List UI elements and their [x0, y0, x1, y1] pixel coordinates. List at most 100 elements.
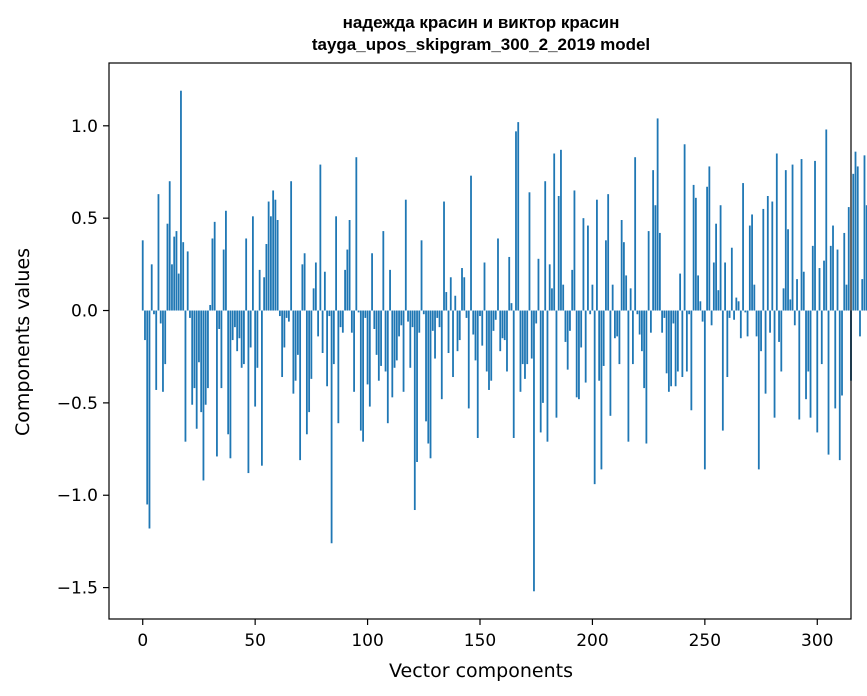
bar-7 [157, 194, 160, 311]
bar-153 [485, 310, 488, 372]
bar-44 [240, 310, 243, 368]
bar-272 [753, 284, 756, 311]
bar-238 [676, 310, 679, 372]
bar-85 [332, 310, 335, 365]
bar-231 [661, 310, 664, 333]
bar-161 [503, 310, 506, 341]
bar-179 [544, 181, 547, 311]
bar-79 [319, 164, 322, 311]
bar-54 [263, 277, 266, 311]
bar-159 [499, 310, 502, 352]
bar-110 [389, 269, 391, 311]
y-tick-label: −1.5 [57, 579, 98, 599]
bar-206 [605, 240, 607, 311]
bar-207 [607, 194, 610, 311]
bar-188 [564, 310, 567, 342]
bar-104 [375, 310, 378, 355]
x-tick-label: 50 [244, 631, 266, 651]
bar-106 [380, 310, 382, 366]
bar-84 [330, 310, 333, 544]
bar-71 [301, 264, 304, 311]
bar-6 [155, 310, 158, 390]
bar-88 [339, 310, 342, 328]
bar-290 [793, 310, 796, 326]
bar-130 [434, 310, 436, 359]
bar-148 [474, 310, 477, 361]
bar-164 [510, 303, 513, 311]
bar-278 [766, 196, 769, 311]
bar-316 [852, 173, 855, 311]
bar-32 [213, 221, 216, 311]
bar-17 [180, 90, 182, 311]
bar-176 [537, 258, 540, 311]
bar-21 [189, 310, 191, 318]
bar-52 [258, 269, 261, 311]
bar-14 [173, 236, 176, 311]
bar-59 [274, 199, 277, 311]
bar-200 [591, 284, 594, 311]
bar-97 [359, 310, 362, 431]
bar-136 [447, 310, 450, 354]
bar-145 [467, 310, 470, 409]
bar-185 [557, 196, 560, 311]
bar-82 [326, 310, 328, 387]
bar-40 [231, 310, 234, 341]
bar-240 [681, 310, 684, 378]
bar-308 [834, 310, 837, 409]
bar-114 [398, 310, 400, 337]
bar-268 [744, 310, 747, 313]
bar-297 [809, 310, 812, 418]
bar-255 [715, 223, 717, 311]
bar-51 [256, 310, 259, 368]
bar-39 [229, 310, 232, 459]
bar-197 [584, 310, 587, 383]
bar-113 [395, 310, 398, 361]
bar-243 [688, 310, 691, 315]
bar-95 [355, 157, 358, 311]
bar-222 [640, 310, 643, 352]
bar-158 [497, 238, 499, 311]
bar-218 [632, 310, 634, 365]
bar-103 [373, 310, 376, 329]
bar-89 [341, 310, 344, 333]
bar-92 [348, 220, 351, 311]
bar-265 [737, 301, 740, 311]
bar-172 [528, 192, 531, 311]
bar-262 [730, 247, 733, 311]
bar-65 [287, 310, 290, 322]
bar-285 [782, 288, 785, 311]
bar-76 [312, 288, 315, 311]
bar-28 [204, 310, 207, 405]
bar-80 [321, 310, 324, 354]
bar-91 [346, 249, 349, 311]
bar-151 [481, 310, 484, 346]
bar-174 [533, 310, 535, 592]
bar-168 [519, 310, 522, 392]
bar-90 [344, 269, 346, 311]
bar-212 [618, 310, 621, 365]
bar-146 [470, 175, 472, 311]
bar-75 [310, 310, 313, 379]
bar-312 [843, 232, 846, 311]
bar-139 [454, 295, 457, 311]
bar-302 [820, 310, 823, 365]
bar-182 [551, 288, 553, 311]
bar-310 [838, 310, 841, 461]
bar-29 [207, 310, 209, 389]
bar-178 [542, 310, 544, 403]
bar-224 [645, 310, 648, 444]
bar-180 [546, 310, 549, 442]
bar-4 [150, 264, 153, 311]
bar-319 [859, 310, 861, 337]
bar-201 [593, 310, 596, 485]
bar-194 [578, 310, 580, 400]
bar-68 [294, 310, 297, 381]
bar-229 [656, 118, 659, 311]
bar-298 [811, 245, 814, 311]
bar-138 [452, 310, 454, 378]
bar-112 [393, 310, 396, 368]
bar-109 [386, 310, 389, 424]
bar-129 [431, 310, 434, 331]
bar-41 [234, 310, 236, 328]
